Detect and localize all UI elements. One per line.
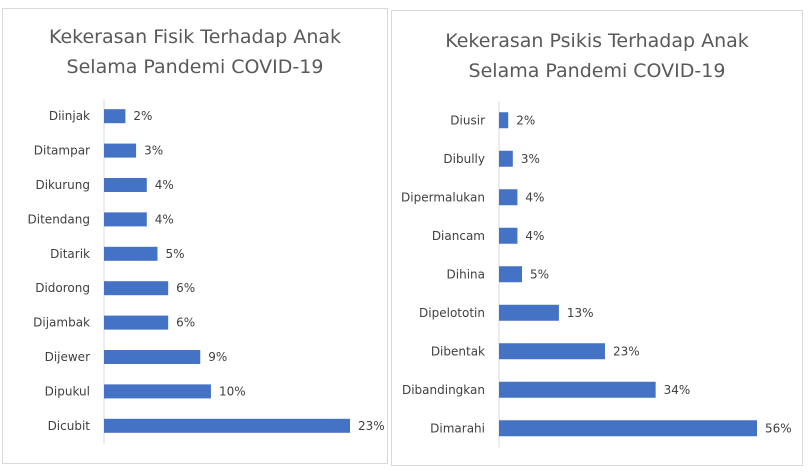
- bar: [499, 112, 509, 129]
- bar: [499, 343, 605, 360]
- category-label: Dicubit: [48, 419, 91, 433]
- category-label: Dipermalukan: [401, 190, 485, 204]
- chart-title-physical: Kekerasan Fisik Terhadap Anak Selama Pan…: [3, 22, 387, 82]
- category-label: Dipelototin: [419, 306, 485, 320]
- bar: [104, 418, 350, 433]
- category-label: Diusir: [450, 113, 485, 127]
- category-label: Dijambak: [33, 316, 90, 330]
- category-label: Dimarahi: [430, 421, 485, 435]
- data-label: 34%: [664, 383, 691, 397]
- data-label: 5%: [530, 267, 549, 281]
- data-label: 13%: [567, 306, 594, 320]
- data-label: 6%: [176, 316, 195, 330]
- category-label: Ditarik: [50, 247, 90, 261]
- bar: [499, 189, 518, 206]
- bar: [104, 178, 147, 192]
- data-label: 3%: [521, 152, 540, 166]
- bar: [499, 150, 513, 167]
- data-label: 4%: [155, 212, 174, 226]
- data-label: 4%: [155, 178, 174, 192]
- bar: [104, 315, 169, 330]
- chart-title-line-2: Selama Pandemi COVID-19: [66, 56, 324, 78]
- category-label: Dijewer: [45, 350, 90, 364]
- bar-chart-psychological: Diusir 2% Dibully 3% Dipermalukan 4% Diancam 4%…: [401, 101, 792, 448]
- bar: [104, 281, 169, 296]
- category-label: Ditampar: [34, 144, 90, 158]
- category-label: Dipukul: [45, 384, 90, 398]
- category-label: Dikurung: [35, 178, 90, 192]
- category-label: Diinjak: [49, 109, 90, 123]
- data-label: 56%: [765, 421, 792, 435]
- bar: [104, 384, 211, 399]
- bar: [104, 143, 137, 158]
- bar: [499, 266, 523, 283]
- data-label: 4%: [525, 190, 544, 204]
- bar: [104, 350, 201, 364]
- category-label: Dibentak: [431, 344, 485, 358]
- chart-title-line-1: Kekerasan Psikis Terhadap Anak: [445, 30, 749, 52]
- category-label: Didorong: [35, 281, 90, 295]
- data-label: 6%: [176, 281, 195, 295]
- chart-title-line-2: Selama Pandemi COVID-19: [468, 60, 726, 82]
- data-label: 4%: [525, 229, 544, 243]
- bar: [104, 212, 147, 227]
- chart-panel-physical: Kekerasan Fisik Terhadap Anak Selama Pan…: [2, 8, 388, 464]
- data-label: 9%: [208, 350, 227, 364]
- bar: [499, 304, 559, 321]
- data-label: 2%: [516, 113, 535, 127]
- bar: [104, 109, 126, 124]
- category-label: Dibully: [443, 152, 485, 166]
- bar: [499, 381, 656, 398]
- category-label: Diancam: [432, 229, 485, 243]
- bar: [499, 420, 757, 437]
- category-label: Dihina: [447, 267, 485, 281]
- bar: [499, 227, 518, 244]
- data-label: 23%: [613, 344, 640, 358]
- data-label: 23%: [358, 419, 385, 433]
- chart-title-psychological: Kekerasan Psikis Terhadap Anak Selama Pa…: [392, 26, 802, 86]
- bar: [104, 246, 158, 261]
- data-label: 3%: [144, 144, 163, 158]
- data-label: 5%: [165, 247, 184, 261]
- category-label: Dibandingkan: [402, 383, 485, 397]
- bar-chart-physical: Diinjak 2% Ditampar 3% Dikurung 4% Ditendang 4%…: [28, 99, 385, 443]
- data-label: 10%: [219, 384, 246, 398]
- data-label: 2%: [133, 109, 152, 123]
- category-label: Ditendang: [28, 212, 90, 226]
- chart-title-line-1: Kekerasan Fisik Terhadap Anak: [48, 26, 342, 48]
- chart-panel-psychological: Kekerasan Psikis Terhadap Anak Selama Pa…: [391, 10, 803, 466]
